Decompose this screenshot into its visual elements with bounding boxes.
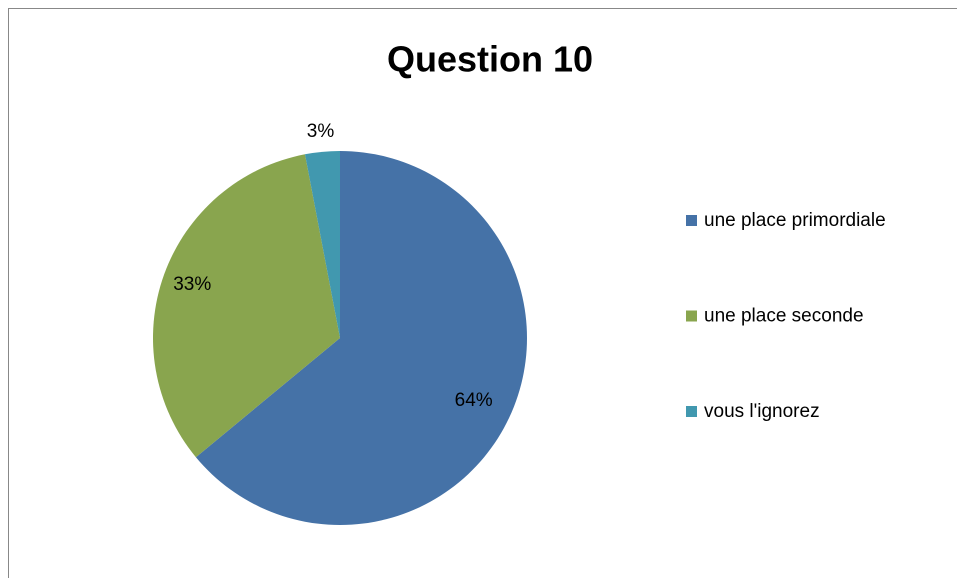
- legend-marker: [686, 406, 697, 417]
- legend-label: une place seconde: [704, 306, 864, 327]
- pie-slice: [304, 151, 340, 338]
- legend-label: vous l'ignorez: [704, 401, 820, 422]
- data-label: 64%: [455, 390, 493, 411]
- chart-title: Question 10: [387, 39, 593, 80]
- legend-marker: [686, 310, 697, 322]
- pie-slice: [153, 154, 340, 458]
- legend-label: une place primordiale: [704, 210, 886, 231]
- pie-slice: [195, 151, 528, 525]
- legend-marker: [686, 215, 697, 226]
- data-label: 33%: [173, 274, 211, 295]
- data-label: 3%: [307, 121, 335, 142]
